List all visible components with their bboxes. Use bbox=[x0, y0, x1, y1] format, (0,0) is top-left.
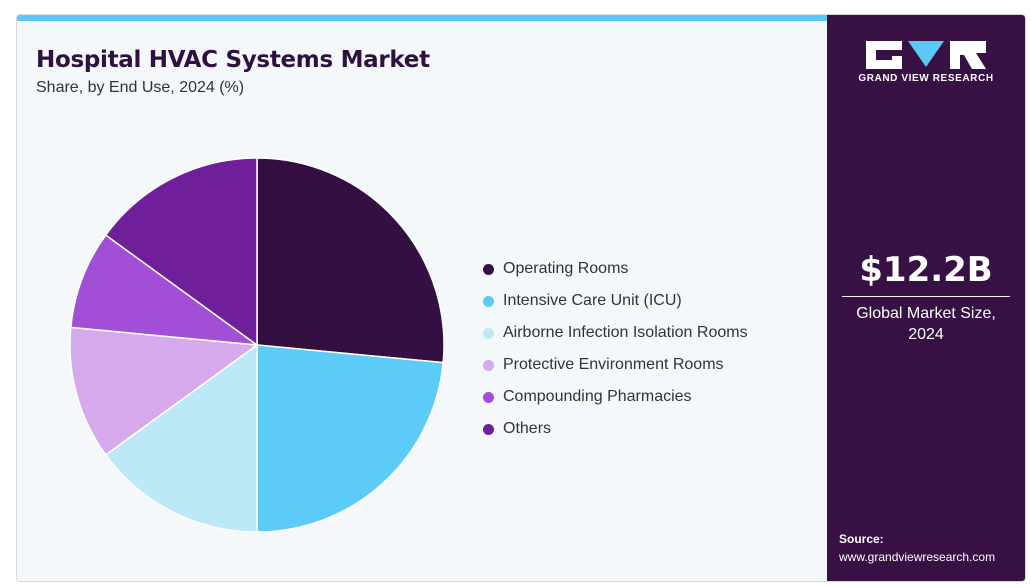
info-sidebar: GRAND VIEW RESEARCH $12.2B Global Market… bbox=[827, 15, 1025, 581]
legend-label: Others bbox=[503, 420, 552, 437]
pie-slice-operating-rooms bbox=[256, 157, 445, 364]
chart-title: Hospital HVAC Systems Market bbox=[36, 47, 430, 73]
legend-label: Protective Environment Rooms bbox=[503, 356, 724, 373]
market-size-label: Global Market Size, 2024 bbox=[827, 303, 1025, 345]
chart-legend: Operating Rooms Intensive Care Unit (ICU)… bbox=[483, 253, 748, 445]
legend-label: Intensive Care Unit (ICU) bbox=[503, 292, 682, 309]
divider bbox=[842, 296, 1010, 297]
market-size-label-line2: 2024 bbox=[908, 326, 944, 343]
legend-marker-icon bbox=[483, 295, 494, 307]
legend-marker-icon bbox=[483, 263, 494, 275]
source-url[interactable]: www.grandviewresearch.com bbox=[839, 550, 996, 564]
market-size-value: $12.2B bbox=[859, 250, 993, 290]
legend-item: Protective Environment Rooms bbox=[483, 349, 748, 381]
source-label: Source: bbox=[839, 532, 884, 546]
pie-slice-intensive-care-unit-icu bbox=[256, 344, 444, 533]
legend-marker-icon bbox=[483, 423, 494, 435]
legend-item: Others bbox=[483, 413, 748, 445]
chart-card: Hospital HVAC Systems Market Share, by E… bbox=[16, 14, 1026, 582]
legend-label: Airborne Infection Isolation Rooms bbox=[503, 324, 748, 341]
legend-label: Operating Rooms bbox=[503, 260, 629, 277]
legend-item: Operating Rooms bbox=[483, 253, 748, 285]
chart-area: Hospital HVAC Systems Market Share, by E… bbox=[17, 21, 827, 581]
legend-item: Intensive Care Unit (ICU) bbox=[483, 285, 748, 317]
pie-slice-airborne-infection-isolation-rooms bbox=[104, 343, 258, 533]
legend-item: Airborne Infection Isolation Rooms bbox=[483, 317, 748, 349]
accent-bar bbox=[17, 15, 827, 21]
pie-slice-protective-environment-rooms bbox=[69, 326, 260, 456]
legend-marker-icon bbox=[483, 391, 494, 403]
legend-marker-icon bbox=[483, 359, 494, 371]
chart-subtitle: Share, by End Use, 2024 (%) bbox=[36, 79, 245, 96]
logo-text: GRAND VIEW RESEARCH bbox=[858, 73, 994, 84]
pie-chart bbox=[69, 157, 445, 533]
market-size-label-line1: Global Market Size, bbox=[856, 305, 996, 322]
legend-item: Compounding Pharmacies bbox=[483, 381, 748, 413]
legend-marker-icon bbox=[483, 327, 494, 339]
gvr-logo-icon bbox=[866, 41, 986, 69]
legend-label: Compounding Pharmacies bbox=[503, 388, 692, 405]
pie-slice-compounding-pharmacies bbox=[70, 234, 260, 347]
pie-slice-others bbox=[104, 157, 258, 347]
